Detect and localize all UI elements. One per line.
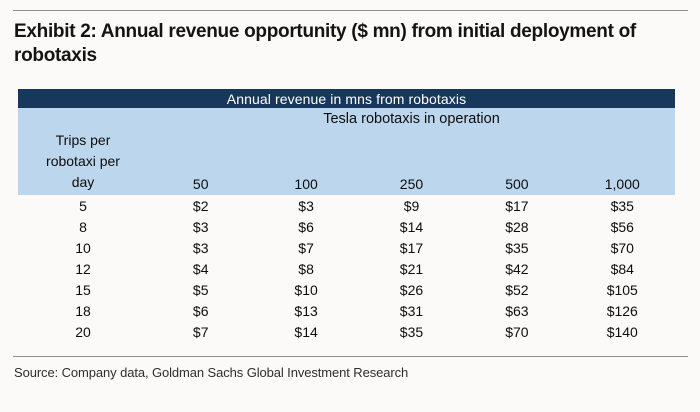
table-cell: $17 (505, 197, 529, 214)
table-banner: Annual revenue in mns from robotaxis (18, 89, 675, 108)
table-cell: $3 (192, 218, 209, 235)
table-cell: $35 (505, 239, 529, 256)
row-label: 18 (75, 302, 91, 319)
table-row: 5 $2 $3 $9 $17 $35 (18, 195, 675, 216)
table-cell: $14 (294, 323, 318, 340)
row-label: 12 (75, 260, 91, 277)
table-cell: $10 (294, 281, 318, 298)
column-header: 50 (148, 130, 254, 195)
table-row: 20 $7 $14 $35 $70 $140 (18, 321, 675, 342)
row-axis-label-line: Trips per (55, 132, 111, 148)
column-header: 250 (358, 130, 465, 195)
empty-corner-cell (18, 108, 148, 130)
table-cell: $63 (505, 302, 529, 319)
table-cell: $35 (399, 323, 424, 340)
row-label: 20 (75, 323, 91, 340)
table-cell: $84 (610, 260, 634, 277)
row-axis-label: Trips per robotaxi per day (18, 130, 148, 195)
table-row: 18 $6 $13 $31 $63 $126 (18, 300, 675, 321)
table-cell: $4 (192, 260, 209, 277)
table-cell: $28 (505, 218, 529, 235)
table-cell: $7 (192, 323, 209, 340)
table-cell: $5 (192, 281, 209, 298)
table-cell: $3 (298, 197, 314, 214)
table-banner-row: Annual revenue in mns from robotaxis (18, 89, 675, 108)
table-row: 12 $4 $8 $21 $42 $84 (18, 258, 675, 279)
table-cell: $3 (192, 239, 209, 256)
exhibit-page: Exhibit 2: Annual revenue opportunity ($… (0, 10, 700, 412)
revenue-table: Annual revenue in mns from robotaxis Tes… (18, 89, 675, 342)
table-row: 15 $5 $10 $26 $52 $105 (18, 279, 675, 300)
table-body: 5 $2 $3 $9 $17 $35 8 $3 $6 $14 $28 $56 10 $3 $7 $17 $35 $… (18, 195, 675, 342)
row-label: 10 (75, 239, 91, 256)
table-cell: $2 (192, 197, 209, 214)
table-cell: $52 (505, 281, 529, 298)
table-cell: $6 (298, 218, 314, 235)
row-axis-label-line: day (71, 174, 95, 190)
table-cell: $56 (610, 218, 634, 235)
row-label: 8 (79, 218, 87, 235)
column-group-label: Tesla robotaxis in operation (148, 108, 675, 130)
table-cell: $140 (606, 323, 638, 340)
table-cell: $9 (403, 197, 420, 214)
table-cell: $13 (294, 302, 318, 319)
table-cell: $26 (399, 281, 424, 298)
table-row: 8 $3 $6 $14 $28 $56 (18, 216, 675, 237)
row-label: 15 (75, 281, 91, 298)
table-cell: $6 (192, 302, 209, 319)
row-axis-label-line: robotaxi per (46, 153, 120, 169)
table-cell: $8 (298, 260, 314, 277)
bottom-divider (13, 356, 688, 357)
table-cell: $17 (399, 239, 424, 256)
column-header: 500 (464, 130, 570, 195)
column-header-row: Trips per robotaxi per day 50 100 250 50… (18, 130, 675, 195)
top-divider (13, 10, 688, 11)
column-group-row: Tesla robotaxis in operation (18, 108, 675, 130)
column-header: 1,000 (569, 130, 675, 195)
table-cell: $42 (505, 260, 529, 277)
table-cell: $7 (298, 239, 314, 256)
table-cell: $14 (399, 218, 424, 235)
row-label: 5 (79, 197, 87, 214)
table-cell: $31 (399, 302, 424, 319)
table-cell: $105 (606, 281, 638, 298)
table-cell: $21 (399, 260, 424, 277)
table-cell: $126 (606, 302, 638, 319)
source-note: Source: Company data, Goldman Sachs Glob… (14, 365, 409, 380)
table-cell: $70 (505, 323, 529, 340)
table-cell: $35 (610, 197, 634, 214)
table-cell: $70 (610, 239, 634, 256)
column-header: 100 (253, 130, 359, 195)
exhibit-title: Exhibit 2: Annual revenue opportunity ($… (14, 21, 636, 66)
table-row: 10 $3 $7 $17 $35 $70 (18, 237, 675, 258)
